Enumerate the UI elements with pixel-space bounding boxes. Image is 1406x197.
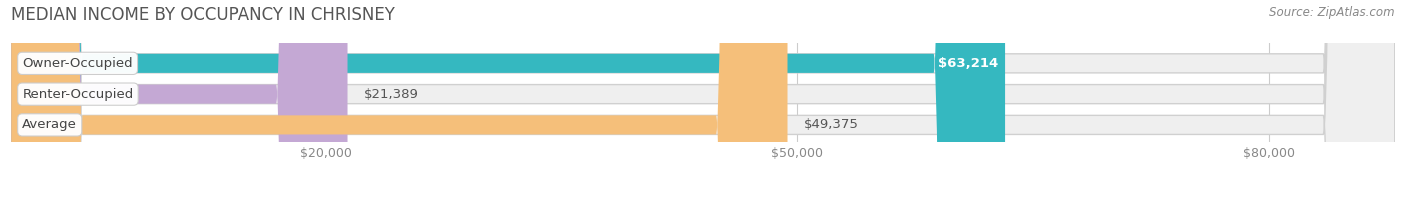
FancyBboxPatch shape bbox=[11, 0, 1395, 197]
Text: Average: Average bbox=[22, 118, 77, 131]
FancyBboxPatch shape bbox=[11, 0, 787, 197]
Text: $21,389: $21,389 bbox=[364, 88, 419, 101]
Text: $49,375: $49,375 bbox=[804, 118, 859, 131]
FancyBboxPatch shape bbox=[11, 0, 1395, 197]
Text: MEDIAN INCOME BY OCCUPANCY IN CHRISNEY: MEDIAN INCOME BY OCCUPANCY IN CHRISNEY bbox=[11, 6, 395, 24]
FancyBboxPatch shape bbox=[11, 0, 1395, 197]
FancyBboxPatch shape bbox=[11, 0, 347, 197]
Text: Owner-Occupied: Owner-Occupied bbox=[22, 57, 134, 70]
FancyBboxPatch shape bbox=[11, 0, 1005, 197]
Text: $63,214: $63,214 bbox=[938, 57, 998, 70]
Text: Source: ZipAtlas.com: Source: ZipAtlas.com bbox=[1270, 6, 1395, 19]
Text: Renter-Occupied: Renter-Occupied bbox=[22, 88, 134, 101]
